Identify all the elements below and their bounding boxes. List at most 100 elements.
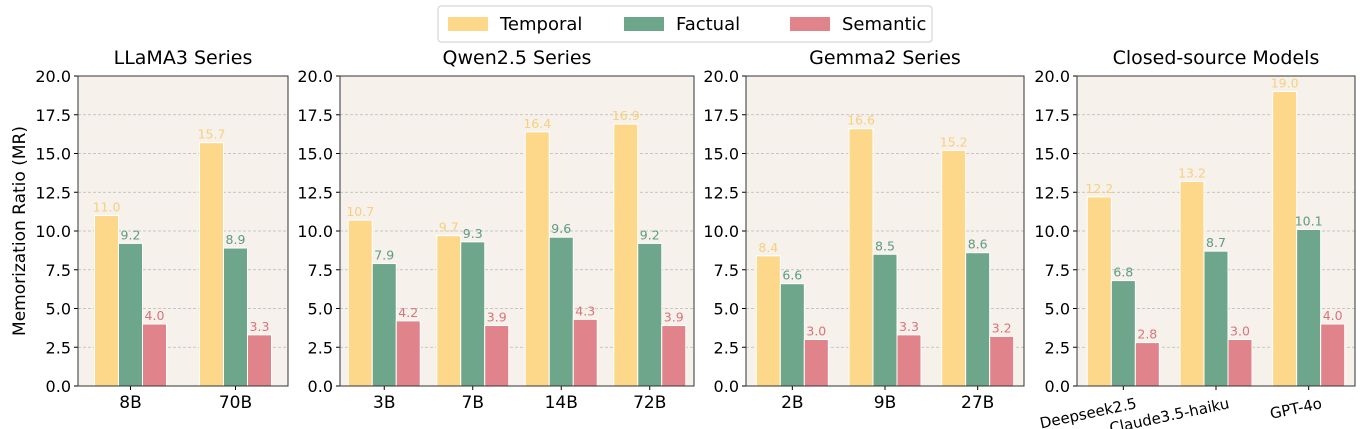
y-tick-label: 12.5 [1034,183,1070,202]
bar-factual [460,241,486,387]
bar-factual [1296,228,1322,387]
y-tick-label: 12.5 [297,183,333,202]
chart-panel-2: 0.0 2.5 5.0 7.5 10.0 12.5 15.0 17.5 20.0 10.7 7.9 4… [297,47,695,413]
bar-factual [637,242,663,387]
data-label: 16.4 [523,116,551,131]
y-tick-label: 10.0 [703,222,739,241]
x-tick-label: GPT-4o [1268,394,1323,423]
data-label: 9.6 [551,221,571,236]
legend-label: Factual [676,14,740,35]
y-tick-label: 2.5 [1045,338,1070,357]
bar-temporal [436,235,462,387]
y-tick-label: 0.0 [308,377,333,396]
plot-frame [339,75,695,387]
bar-temporal [941,149,967,387]
legend-label: Semantic [842,14,926,35]
data-label: 4.2 [398,305,418,320]
bar-temporal [755,255,781,387]
data-label: 15.7 [198,127,226,142]
bar-factual [965,252,991,387]
data-label: 11.0 [93,200,121,215]
y-tick-label: 15.0 [703,145,739,164]
y-tick-label: 2.5 [714,338,739,357]
bar-temporal [94,215,119,387]
x-tick-label: 7B [462,393,484,413]
data-label: 3.3 [899,319,919,334]
data-label: 9.2 [640,227,660,242]
bar-factual [779,283,805,387]
bar-factual [223,247,248,387]
data-label: 9.7 [439,220,459,235]
legend: Temporal Factual Semantic [437,5,933,43]
y-tick-label: 17.5 [35,106,71,125]
y-tick-label: 0.0 [1045,377,1070,396]
data-label: 6.6 [782,268,802,283]
y-tick-label: 5.0 [1045,300,1070,319]
y-tick-label: 15.0 [35,145,71,164]
y-tick-label: 12.5 [703,183,739,202]
bar-semantic [1320,323,1346,387]
x-tick-label: 3B [373,393,395,413]
bar-temporal [1086,196,1112,387]
data-label: 9.2 [121,227,141,242]
bar-semantic [896,334,922,387]
bar-factual [872,253,898,387]
x-tick-label: 2B [781,393,803,413]
legend-swatch-temporal [448,17,488,31]
y-tick-label: 7.5 [308,261,333,280]
bar-temporal [347,219,373,387]
bar-semantic [142,323,167,387]
bar-temporal [524,131,550,387]
data-label: 4.3 [575,303,595,318]
data-label: 12.2 [1085,181,1113,196]
data-label: 9.3 [463,226,483,241]
y-tick-label: 20.0 [1034,67,1070,86]
plot-frame [745,75,1025,387]
data-label: 4.0 [145,308,165,323]
data-label: 4.0 [1323,308,1343,323]
plot-frame [1076,75,1356,387]
y-tick-label: 0.0 [714,377,739,396]
panel-title: Gemma2 Series [809,47,961,69]
bar-temporal [1272,91,1298,387]
panel-title: LLaMA3 Series [114,47,253,69]
bar-semantic [989,335,1015,387]
data-label: 3.3 [250,319,270,334]
data-label: 16.9 [612,108,640,123]
y-tick-label: 0.0 [46,377,71,396]
x-tick-label: 9B [874,393,896,413]
plot-frame [77,75,289,387]
bar-semantic [803,339,829,387]
data-label: 3.2 [992,320,1012,335]
y-tick-label: 2.5 [46,338,71,357]
x-tick-label: 14B [545,393,578,413]
data-label: 16.6 [847,113,875,128]
data-label: 13.2 [1178,165,1206,180]
data-label: 8.5 [875,238,895,253]
bar-factual [1203,250,1229,387]
bar-temporal [1179,180,1205,387]
y-tick-label: 17.5 [297,106,333,125]
y-tick-label: 20.0 [297,67,333,86]
data-label: 10.7 [346,204,374,219]
bar-semantic [661,325,687,387]
bar-semantic [247,334,272,387]
x-tick-label: 72B [633,393,666,413]
bar-semantic [572,318,598,387]
chart-panel-3: 0.0 2.5 5.0 7.5 10.0 12.5 15.0 17.5 20.0 8.4 6.6 3.… [703,47,1025,413]
y-tick-label: 10.0 [35,222,71,241]
x-tick-label: 8B [119,393,141,413]
y-tick-label: 7.5 [46,261,71,280]
data-label: 3.9 [487,310,507,325]
y-tick-label: 15.0 [1034,145,1070,164]
y-tick-label: 17.5 [1034,106,1070,125]
legend-frame [437,5,933,43]
data-label: 8.4 [758,240,778,255]
y-tick-label: 7.5 [714,261,739,280]
x-tick-label: 70B [219,393,252,413]
bar-factual [1110,280,1136,387]
y-tick-label: 17.5 [703,106,739,125]
y-tick-label: 5.0 [46,300,71,319]
bar-semantic [484,325,510,387]
